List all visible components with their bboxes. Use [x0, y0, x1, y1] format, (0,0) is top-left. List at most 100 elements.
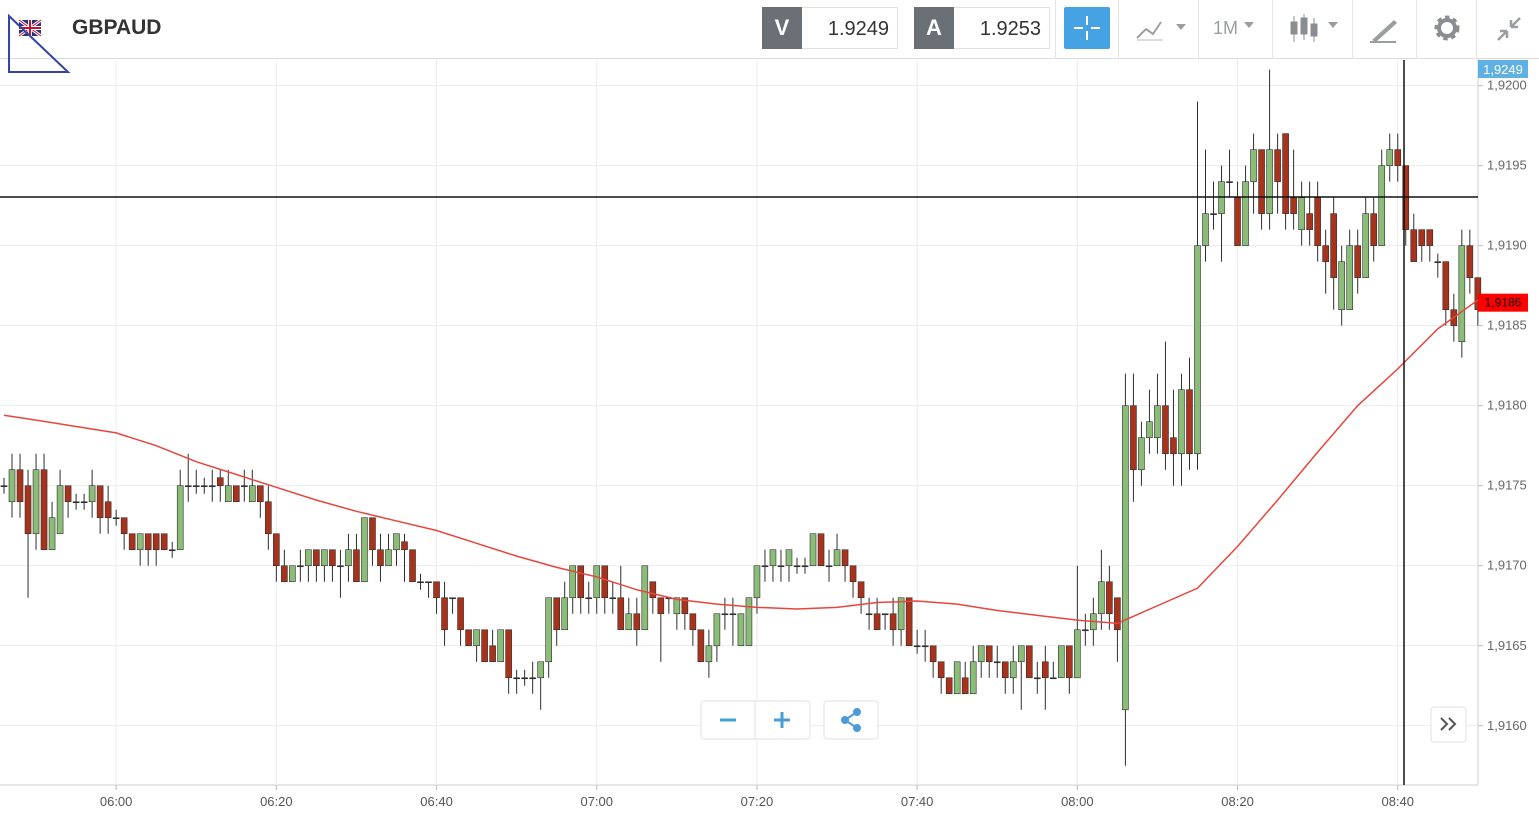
- candle-body: [809, 533, 817, 567]
- candle-body: [697, 629, 705, 663]
- candle-body: [1218, 181, 1225, 214]
- candle-type-button[interactable]: [1288, 12, 1344, 46]
- candle-body: [176, 485, 184, 551]
- draw-button[interactable]: [1368, 14, 1400, 44]
- candle-body: [144, 533, 152, 551]
- candle-body: [545, 597, 552, 663]
- candle-body: [593, 565, 601, 599]
- candle-body: [1274, 149, 1281, 182]
- candle-body: [88, 485, 96, 503]
- candle-body: [361, 517, 368, 583]
- candle-body: [777, 565, 785, 568]
- x-tick-label: 07:40: [901, 794, 934, 809]
- candle-body: [785, 549, 793, 567]
- candle-body: [1322, 245, 1329, 262]
- candle-body: [657, 597, 665, 615]
- candle-body: [617, 597, 625, 631]
- settings-button[interactable]: [1432, 13, 1462, 43]
- candle-body: [1162, 405, 1169, 455]
- top-badge-bg: [1478, 60, 1528, 78]
- header: GBPAUD V 1.9249 A 1.9253 1M: [0, 0, 1539, 73]
- ask-price[interactable]: 1.9253: [954, 7, 1050, 49]
- candle-body: [16, 469, 24, 503]
- candle-body: [849, 565, 857, 583]
- candle-body: [1386, 149, 1394, 166]
- candle-body: [985, 645, 993, 663]
- candle-body: [241, 485, 248, 488]
- zoom-in[interactable]: [774, 712, 790, 728]
- candle-body: [665, 597, 673, 600]
- candle-body: [281, 565, 288, 583]
- candle-body: [513, 677, 520, 680]
- chart-type-button[interactable]: [1134, 14, 1190, 44]
- candle-body: [961, 677, 969, 695]
- candle-body: [1210, 213, 1217, 215]
- candle-body: [112, 517, 120, 520]
- candle-body: [249, 485, 256, 503]
- zoom-controls: [700, 700, 879, 740]
- candle-body: [1146, 421, 1153, 439]
- last-price-badge-bg: [1478, 293, 1528, 312]
- candle-body: [505, 629, 512, 679]
- candle-body: [8, 469, 16, 503]
- candle-body: [72, 501, 80, 504]
- y-tick-label: 1,9170: [1487, 558, 1527, 573]
- candle-body: [1138, 437, 1145, 471]
- candle-body: [313, 549, 320, 567]
- crosshair-button[interactable]: [1064, 7, 1110, 49]
- candle-body: [721, 613, 729, 616]
- candle-body: [729, 613, 737, 616]
- candle-body: [24, 485, 32, 535]
- candle-body: [168, 549, 176, 552]
- y-tick-label: 1,9175: [1487, 478, 1527, 493]
- candle-body: [1314, 197, 1321, 246]
- candle-body: [673, 597, 681, 615]
- candle-body: [40, 469, 48, 551]
- candle-body: [577, 565, 585, 599]
- candle-body: [1242, 181, 1249, 246]
- candle-body: [208, 485, 216, 488]
- candle-body: [977, 645, 985, 663]
- candle-body: [1338, 261, 1345, 310]
- candle-body: [681, 597, 689, 615]
- candle-body: [633, 613, 641, 631]
- y-tick-label: 1,9165: [1487, 638, 1527, 653]
- candle-body: [489, 645, 496, 663]
- candle-body: [1082, 629, 1089, 632]
- candle-body: [1066, 645, 1073, 679]
- timeframe[interactable]: 1M: [1213, 18, 1239, 38]
- candle-body: [1362, 213, 1370, 278]
- candle-body: [937, 661, 945, 679]
- candle-body: [465, 629, 472, 647]
- scroll-right-button[interactable]: [1430, 706, 1468, 744]
- bid-label: V: [762, 7, 802, 49]
- candle-body: [1450, 309, 1458, 326]
- candle-body: [192, 485, 200, 488]
- candle-body: [1258, 149, 1265, 214]
- candle-body: [409, 549, 416, 583]
- candle-body: [1442, 261, 1450, 310]
- share-button[interactable]: [823, 700, 879, 740]
- collapse-button[interactable]: [1494, 14, 1524, 44]
- candle-body: [321, 549, 328, 567]
- candle-body: [889, 613, 897, 631]
- candle-body: [369, 517, 376, 551]
- candle-body: [1186, 389, 1193, 455]
- candle-body: [1378, 165, 1386, 246]
- candle-body: [1466, 245, 1474, 278]
- candle-body: [224, 485, 232, 503]
- candle-body: [921, 645, 929, 648]
- candle-body: [817, 533, 825, 567]
- candle-body: [801, 565, 809, 568]
- candle-body: [561, 597, 569, 631]
- bid-price[interactable]: 1.9249: [802, 7, 898, 49]
- last-price-badge: 1,9186: [1485, 296, 1522, 310]
- candle-body: [337, 565, 344, 568]
- separator: [1476, 0, 1477, 58]
- candle-body: [1426, 229, 1434, 246]
- candle-body: [136, 533, 144, 551]
- candle-body: [1402, 165, 1410, 230]
- candle-body: [753, 565, 761, 599]
- candle-body: [1042, 661, 1049, 679]
- candle-body: [1001, 661, 1009, 679]
